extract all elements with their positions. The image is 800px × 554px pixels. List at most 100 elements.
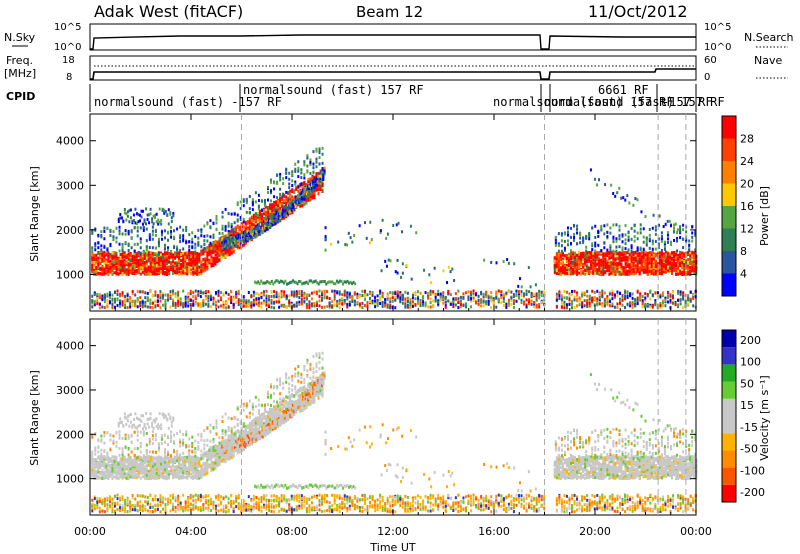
power-cell — [612, 262, 615, 266]
power-cell — [273, 181, 276, 185]
power-cell — [208, 250, 211, 254]
power-cell — [148, 213, 151, 217]
power-cell — [188, 233, 191, 237]
power-cell — [163, 264, 166, 268]
power-cell — [567, 268, 570, 272]
power-cell — [127, 266, 130, 270]
power-cell — [633, 235, 636, 239]
power-cell — [245, 210, 248, 214]
power-cell — [291, 190, 294, 194]
power-cell — [654, 239, 657, 243]
power-cell — [291, 184, 294, 188]
power-cell — [103, 268, 106, 272]
power-cell — [188, 267, 191, 271]
power-cell — [624, 242, 627, 246]
power-cell — [105, 264, 108, 268]
power-cell — [139, 240, 142, 244]
power-cell — [315, 165, 318, 169]
power-cell — [107, 254, 110, 258]
power-cell — [664, 259, 667, 263]
power-cell — [188, 270, 191, 274]
power-cell — [216, 254, 219, 258]
power-cell — [624, 272, 627, 276]
power-cell — [654, 253, 657, 257]
power-cell — [192, 270, 195, 274]
power-cell — [662, 264, 665, 268]
power-cell — [308, 187, 311, 191]
power-cell — [675, 269, 678, 273]
power-cell — [246, 226, 249, 230]
power-cell — [281, 205, 284, 209]
power-cell — [274, 222, 277, 226]
power-cell — [648, 251, 651, 255]
power-cell — [317, 191, 320, 195]
power-cell — [576, 253, 579, 257]
power-cell — [123, 258, 126, 262]
power-cell — [423, 268, 426, 272]
power-cell — [178, 251, 181, 255]
power-cell — [685, 261, 688, 265]
power-cell — [673, 258, 676, 262]
freq-label: Freq. — [6, 54, 33, 67]
power-cell — [628, 256, 631, 260]
power-cell — [586, 265, 589, 269]
power-cell — [396, 258, 399, 262]
power-cell — [192, 251, 195, 255]
power-cell — [91, 267, 94, 271]
date-label: 11/Oct/2012 — [588, 2, 688, 21]
power-cell — [157, 218, 160, 222]
power-cell — [313, 186, 316, 190]
power-cell — [662, 266, 665, 270]
power-cell — [384, 259, 387, 263]
power-cell — [209, 305, 212, 309]
power-cell — [565, 255, 568, 259]
power-cell — [103, 254, 106, 258]
power-cell — [610, 271, 613, 275]
power-cell — [176, 264, 179, 268]
power-cell — [236, 244, 239, 248]
freq-unit: [MHz] — [4, 67, 36, 80]
power-cell — [691, 231, 694, 235]
power-cell — [610, 267, 613, 271]
power-cell — [140, 215, 143, 219]
power-cell — [648, 228, 651, 232]
power-cell — [636, 252, 639, 256]
power-cell — [194, 242, 197, 246]
power-cell — [636, 248, 639, 252]
power-cell — [184, 297, 187, 301]
power-cell — [563, 269, 566, 273]
power-cell — [236, 213, 239, 217]
power-cell — [277, 204, 280, 208]
nsearch-tick-top: 10^5 — [704, 22, 731, 33]
power-cell — [182, 234, 185, 238]
power-cell — [127, 264, 130, 268]
power-cell — [282, 182, 285, 186]
power-cell — [650, 264, 653, 268]
power-cell — [604, 263, 607, 267]
power-cell — [158, 207, 161, 211]
power-cell — [639, 231, 642, 235]
power-cell — [166, 251, 169, 255]
power-cell — [681, 268, 684, 272]
power-cell — [109, 228, 112, 232]
power-cell — [648, 266, 651, 270]
power-cell — [561, 251, 564, 255]
power-cell — [640, 265, 643, 269]
power-cell — [612, 223, 615, 227]
power-cell — [572, 260, 575, 264]
power-cell — [624, 233, 627, 237]
power-cell — [136, 242, 139, 246]
power-cell — [594, 264, 597, 268]
power-cell — [634, 259, 637, 263]
power-cell — [250, 228, 253, 232]
power-cell — [209, 298, 212, 302]
power-cell — [380, 269, 383, 273]
power-cell — [306, 154, 309, 158]
power-cell — [200, 269, 203, 273]
power-cell — [188, 257, 191, 261]
power-cell — [161, 264, 164, 268]
power-cell — [178, 259, 181, 263]
power-cell — [566, 233, 569, 237]
power-cell — [691, 257, 694, 261]
power-cell — [131, 304, 134, 308]
